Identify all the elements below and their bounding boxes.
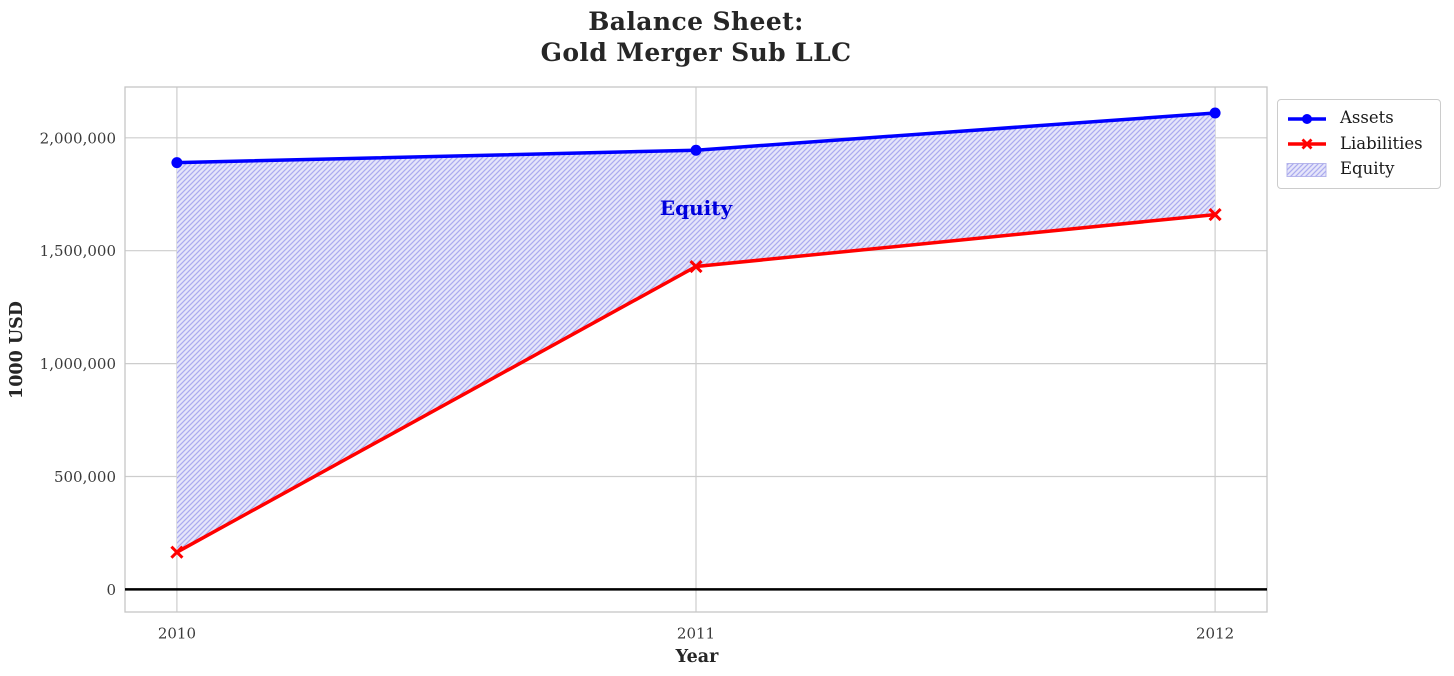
y-tick-label: 1,000,000 <box>40 355 116 373</box>
marker-x-liabilities <box>689 259 703 274</box>
legend-sample-liabilities <box>1288 138 1326 150</box>
legend-sample-equity <box>1286 162 1327 177</box>
y-tick-label: 2,000,000 <box>40 129 116 147</box>
legend-box: Assets Liabilities Equity <box>1277 99 1441 189</box>
marker-x-liabilities <box>170 545 184 559</box>
equity-fill-hatch <box>176 112 1216 553</box>
chart-title-line2: Gold Merger Sub LLC <box>540 38 852 67</box>
legend-label: Assets <box>1340 108 1394 128</box>
y-tick-label: 0 <box>106 581 116 599</box>
x-axis-title: Year <box>675 647 719 667</box>
x-tick-label: 2012 <box>1196 625 1234 643</box>
chart-title: Balance Sheet: Gold Merger Sub LLC <box>541 6 852 68</box>
marker-x-liabilities <box>1208 208 1222 222</box>
legend-sample-assets <box>1288 113 1326 124</box>
legend-label: Equity <box>1340 159 1395 179</box>
marker-circle-assets <box>1209 107 1221 119</box>
x-tick-label: 2010 <box>158 625 196 643</box>
plot-border <box>124 86 1268 613</box>
y-tick-label: 1,500,000 <box>40 242 116 260</box>
y-tick-label: 500,000 <box>54 468 116 486</box>
marker-circle-assets <box>171 157 183 169</box>
legend-label: Liabilities <box>1340 133 1423 153</box>
chart-title-line1: Balance Sheet: <box>588 7 804 36</box>
x-tick-label: 2011 <box>677 625 715 643</box>
legend-item-liabilities: Liabilities <box>1286 135 1432 153</box>
legend-item-assets: Assets <box>1286 110 1432 128</box>
marker-circle-assets <box>690 144 702 156</box>
legend-item-equity: Equity <box>1286 161 1432 179</box>
equity-area-label: Equity <box>660 196 734 220</box>
